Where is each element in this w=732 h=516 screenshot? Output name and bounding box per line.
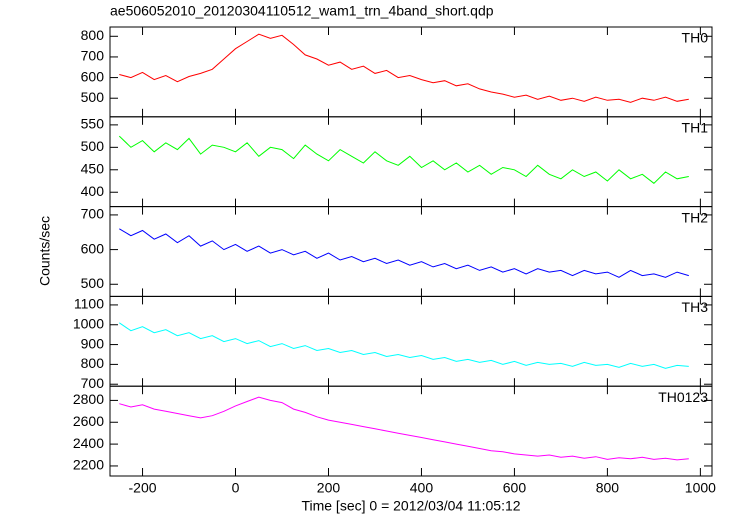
x-tick-label: 800 [596,480,620,496]
panel-label: TH3 [682,299,709,315]
x-tick-label: 600 [503,480,527,496]
y-tick-label: 500 [81,89,105,105]
y-tick-label: 500 [81,275,105,291]
y-axis-label: Counts/sec [37,216,53,286]
y-tick-label: 400 [81,183,105,199]
panel-frame [109,116,713,208]
y-tick-label: 800 [81,27,105,43]
y-tick-label: 1000 [73,315,104,331]
x-tick-label: 200 [317,480,341,496]
data-line [119,33,689,103]
x-axis-label: Time [sec] 0 = 2012/03/04 11:05:12 [301,498,520,514]
data-line [119,228,689,278]
panel-label: TH1 [682,120,709,136]
y-tick-label: 550 [81,116,105,132]
y-tick-label: 800 [81,355,105,371]
data-line [118,135,689,184]
y-tick-label: 2400 [73,435,104,451]
panel-frame [109,385,713,477]
x-tick-label: 0 [232,480,240,496]
panel-label: TH0 [682,30,709,46]
y-tick-label: 700 [81,206,105,222]
x-tick-label: 400 [410,480,434,496]
y-tick-label: 500 [81,138,105,154]
x-tick-label: 1000 [685,480,716,496]
panel-frame [109,26,713,118]
y-tick-label: 2800 [73,391,104,407]
y-tick-label: 600 [81,68,105,84]
y-tick-label: 2600 [73,413,104,429]
y-tick-label: 600 [81,240,105,256]
chart-title: ae506052010_20120304110512_wam1_trn_4ban… [110,3,494,19]
y-tick-label: 700 [81,48,105,64]
x-tick-label: -200 [129,480,157,496]
data-line [119,322,689,369]
y-tick-label: 450 [81,160,105,176]
panel-frame [109,206,713,297]
y-tick-label: 700 [81,375,105,391]
panel-label: TH2 [682,209,709,225]
y-tick-label: 2200 [73,457,104,473]
data-line [119,396,689,461]
y-tick-label: 900 [81,335,105,351]
panel-frame [109,295,713,387]
panel-label: TH0123 [658,389,708,405]
y-tick-label: 1100 [74,296,104,312]
